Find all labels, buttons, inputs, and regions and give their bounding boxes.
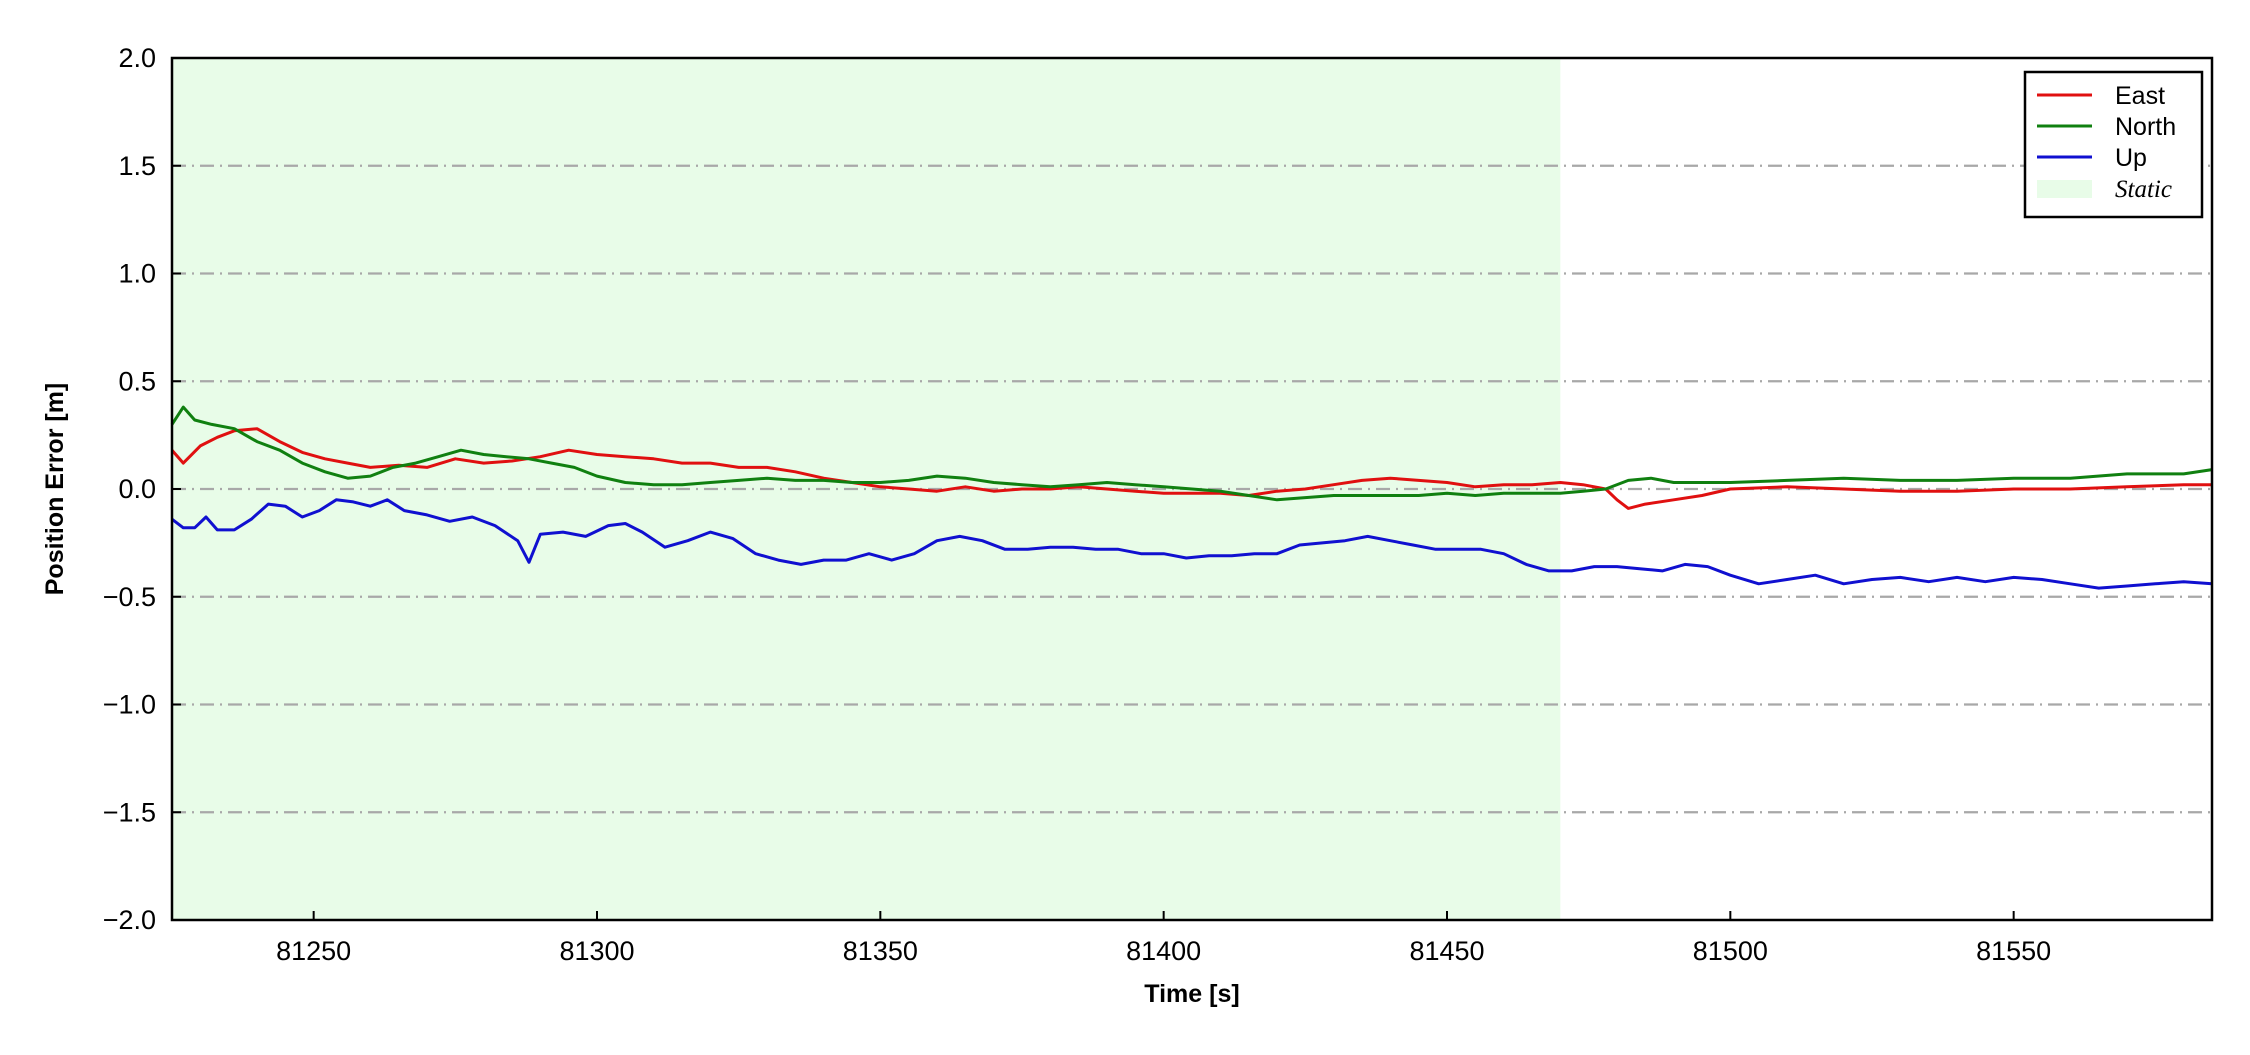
y-tick-label-7: 1.5 xyxy=(118,151,156,181)
y-tick-label-0: −2.0 xyxy=(103,905,156,935)
x-tick-label-3: 81400 xyxy=(1126,936,1201,966)
legend-label-static: Static xyxy=(2115,176,2172,203)
y-tick-label-1: −1.5 xyxy=(103,797,156,827)
legend-label-east: East xyxy=(2115,82,2165,110)
y-tick-label-2: −1.0 xyxy=(103,690,156,720)
axis-ticks: 81250 81300 81350 81400 81450 81500 81550 −2.0 −… xyxy=(103,43,2052,966)
x-tick-label-5: 81500 xyxy=(1693,936,1768,966)
legend-label-north: North xyxy=(2115,113,2176,141)
x-tick-label-0: 81250 xyxy=(276,936,351,966)
y-tick-label-4: 0.0 xyxy=(118,474,156,504)
x-tick-label-6: 81550 xyxy=(1976,936,2051,966)
legend-swatch-static xyxy=(2037,180,2092,198)
legend: East North Up Static xyxy=(2023,70,2204,219)
series-line-east xyxy=(170,427,2212,510)
y-axis-title: Position Error [m] xyxy=(41,383,69,596)
x-tick-label-1: 81300 xyxy=(559,936,634,966)
series-lines xyxy=(170,405,2213,590)
x-tick-label-2: 81350 xyxy=(843,936,918,966)
x-axis-title: Time [s] xyxy=(1144,980,1239,1008)
y-tick-label-3: −0.5 xyxy=(103,582,156,612)
y-tick-label-5: 0.5 xyxy=(118,366,156,396)
grid-lines xyxy=(172,164,2212,814)
y-tick-label-6: 1.0 xyxy=(118,259,156,289)
series-line-up xyxy=(171,498,2213,590)
x-tick-label-4: 81450 xyxy=(1409,936,1484,966)
y-tick-label-8: 2.0 xyxy=(118,43,156,73)
series-line-north xyxy=(170,405,2213,502)
legend-label-up: Up xyxy=(2115,144,2147,172)
